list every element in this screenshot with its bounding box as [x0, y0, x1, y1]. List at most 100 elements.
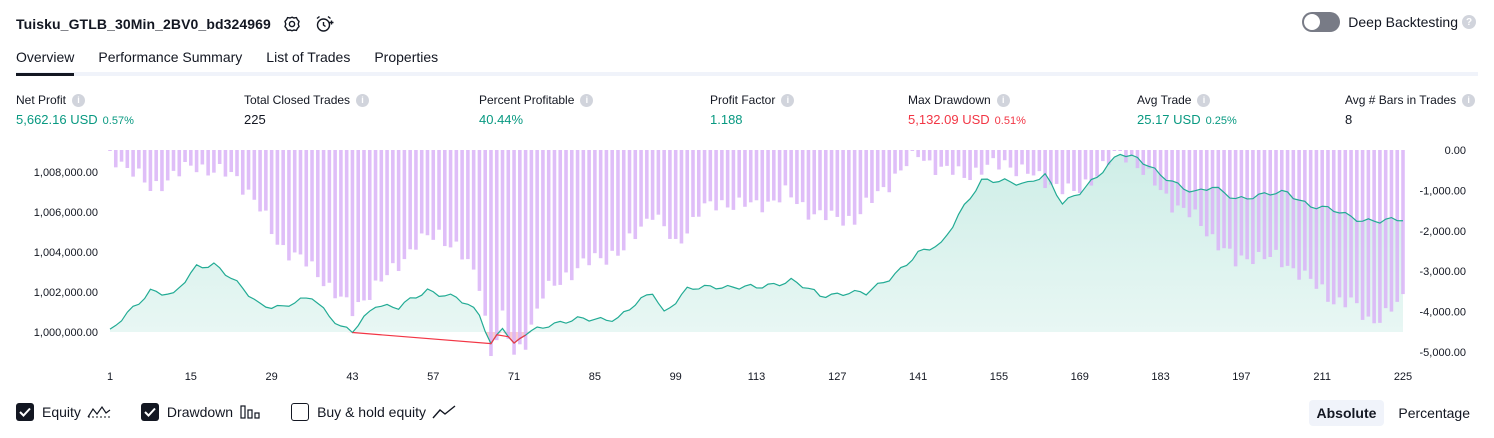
drawdown-bar	[212, 150, 216, 173]
x-axis-tick: 183	[1151, 371, 1169, 383]
settings-gear-icon[interactable]	[281, 13, 303, 35]
drawdown-bar	[489, 150, 493, 357]
drawdown-bar	[1314, 150, 1319, 289]
drawdown-bar	[604, 150, 609, 265]
drawdown-bar	[310, 150, 314, 262]
drawdown-bar	[200, 150, 205, 165]
drawdown-bar	[142, 150, 147, 183]
equity-drawdown-chart[interactable]: 1,000,000.00 1,002,000.00 1,004,000.00 1,00…	[0, 140, 1494, 390]
drawdown-bar	[333, 150, 337, 299]
info-icon[interactable]: i	[580, 93, 594, 107]
drawdown-bar	[1176, 150, 1180, 206]
absolute-button[interactable]: Absolute	[1308, 400, 1385, 426]
drawdown-checkbox[interactable]	[140, 403, 159, 421]
x-axis-tick: 15	[185, 371, 197, 383]
drawdown-bar	[748, 150, 753, 203]
drawdown-bar	[1378, 150, 1382, 323]
drawdown-bar	[1118, 150, 1122, 151]
percentage-button[interactable]: Percentage	[1398, 405, 1470, 421]
drawdown-bar	[616, 150, 620, 256]
tab-overview[interactable]: Overview	[16, 46, 75, 76]
info-icon[interactable]: i	[996, 93, 1010, 107]
drawdown-bar	[466, 150, 470, 260]
info-icon[interactable]: i	[1462, 93, 1476, 107]
drawdown-bar	[818, 150, 822, 211]
drawdown-bar	[1112, 150, 1117, 151]
drawdown-bar	[1193, 150, 1197, 210]
legend-buyhold[interactable]: Buy & hold equity	[291, 403, 456, 421]
drawdown-bar	[754, 150, 759, 201]
drawdown-bar	[627, 150, 632, 234]
drawdown-bar	[518, 150, 522, 345]
display-mode-switch: Absolute Percentage	[1303, 400, 1479, 426]
drawdown-bar	[939, 150, 944, 167]
deep-backtesting-toggle[interactable]	[1302, 12, 1341, 32]
x-axis-tick: 155	[990, 371, 1008, 383]
metric-value: 25.17 USD	[1137, 112, 1201, 127]
drawdown-bar	[229, 150, 234, 173]
metric-value: 225	[244, 112, 266, 127]
drawdown-bar	[1291, 150, 1296, 269]
metric-percent-profitable: Percent Profitable i 40.44%	[479, 93, 594, 127]
drawdown-bar	[558, 150, 563, 285]
drawdown-bar	[991, 150, 995, 159]
help-question-icon[interactable]: ?	[1462, 15, 1476, 29]
drawdown-bar	[1031, 150, 1036, 176]
equity-checkbox[interactable]	[16, 403, 34, 421]
info-icon[interactable]: i	[356, 93, 370, 107]
drawdown-bar	[1049, 150, 1053, 185]
drawdown-bar	[264, 150, 268, 211]
drawdown-bar	[454, 150, 459, 242]
tab-performance-summary[interactable]: Performance Summary	[98, 49, 243, 65]
info-icon[interactable]: i	[1197, 93, 1211, 107]
drawdown-bar	[1014, 150, 1019, 177]
drawdown-bar	[292, 150, 297, 253]
legend-equity[interactable]: Equity	[16, 403, 111, 421]
tab-list-of-trades[interactable]: List of Trades	[266, 49, 351, 65]
drawdown-bar	[1349, 150, 1353, 298]
tab-bar: Overview Performance Summary List of Tra…	[16, 46, 1478, 76]
drawdown-bar	[494, 150, 499, 341]
x-axis-tick: 113	[748, 371, 766, 383]
drawdown-bar	[714, 150, 718, 211]
metric-label: Profit Factor	[710, 93, 776, 107]
drawdown-bar	[731, 150, 736, 210]
right-axis-tick: -3,000.00	[1420, 266, 1466, 278]
drawdown-bar	[362, 150, 366, 301]
drawdown-bar	[893, 150, 897, 174]
drawdown-bar	[870, 150, 874, 203]
drawdown-bar	[1297, 150, 1301, 280]
drawdown-bar	[477, 150, 482, 291]
drawdown-bar	[1101, 150, 1105, 162]
info-icon[interactable]: i	[72, 93, 86, 107]
drawdown-bar	[1210, 150, 1215, 235]
buyhold-line-icon	[432, 404, 456, 420]
legend-drawdown[interactable]: Drawdown	[140, 403, 261, 421]
drawdown-bar	[414, 150, 418, 250]
drawdown-bar	[581, 150, 586, 259]
x-axis-tick: 99	[670, 371, 682, 383]
metric-profit-factor: Profit Factor i 1.188	[710, 93, 795, 127]
drawdown-bar	[240, 150, 245, 195]
drawdown-bar	[598, 150, 603, 259]
drawdown-bar	[165, 150, 170, 181]
strategy-header: Tuisku_GTLB_30Min_2BV0_bd324969	[16, 10, 335, 38]
drawdown-bar	[448, 150, 453, 248]
drawdown-bar	[512, 150, 516, 355]
drawdown-bar	[1233, 150, 1238, 267]
info-icon[interactable]: i	[781, 93, 795, 107]
drawdown-bar	[916, 150, 920, 158]
tab-properties[interactable]: Properties	[374, 49, 439, 65]
alert-clock-add-icon[interactable]	[313, 13, 335, 35]
left-axis-tick: 1,006,000.00	[34, 207, 98, 219]
drawdown-bar	[367, 150, 372, 300]
drawdown-bar	[125, 150, 130, 168]
right-axis-tick: -1,000.00	[1420, 185, 1466, 197]
metric-label: Avg # Bars in Trades	[1345, 93, 1457, 107]
drawdown-bar	[691, 150, 695, 217]
buyhold-checkbox[interactable]	[291, 403, 310, 421]
drawdown-bar	[1002, 150, 1007, 161]
drawdown-bar	[1141, 150, 1146, 175]
drawdown-bar	[119, 150, 124, 162]
x-axis-tick: 197	[1232, 371, 1250, 383]
